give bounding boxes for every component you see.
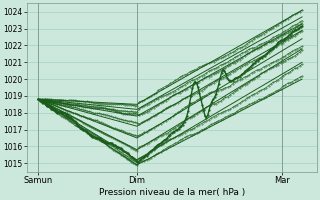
X-axis label: Pression niveau de la mer( hPa ): Pression niveau de la mer( hPa ) (99, 188, 245, 197)
